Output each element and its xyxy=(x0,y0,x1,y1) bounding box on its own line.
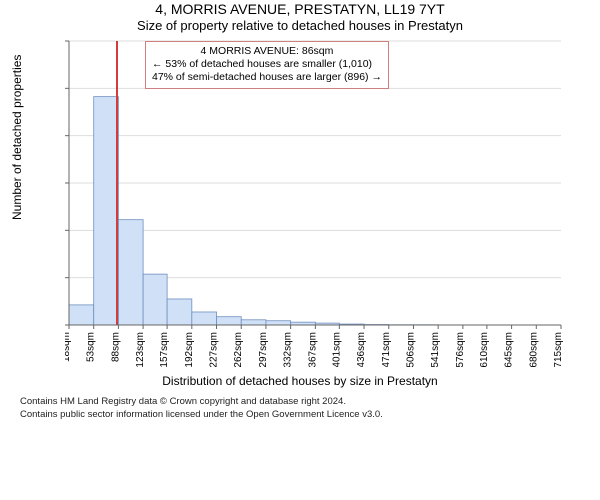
chart-subtitle: Size of property relative to detached ho… xyxy=(0,18,600,33)
svg-text:576sqm: 576sqm xyxy=(455,332,466,367)
annotation-line2: ← 53% of detached houses are smaller (1,… xyxy=(152,58,382,71)
svg-text:53sqm: 53sqm xyxy=(86,332,97,362)
svg-text:715sqm: 715sqm xyxy=(553,332,564,367)
svg-text:88sqm: 88sqm xyxy=(110,332,121,362)
chart-area: 02004006008001000120018sqm53sqm88sqm123s… xyxy=(65,37,585,372)
svg-text:680sqm: 680sqm xyxy=(528,332,539,367)
svg-text:541sqm: 541sqm xyxy=(430,332,441,367)
svg-text:18sqm: 18sqm xyxy=(65,332,72,362)
footer-line2: Contains public sector information licen… xyxy=(20,409,600,421)
svg-text:297sqm: 297sqm xyxy=(258,332,269,367)
svg-text:401sqm: 401sqm xyxy=(331,332,342,367)
y-axis-label: Number of detached properties xyxy=(10,55,24,220)
annotation-box: 4 MORRIS AVENUE: 86sqm ← 53% of detached… xyxy=(145,41,389,88)
svg-text:262sqm: 262sqm xyxy=(233,332,244,367)
svg-text:645sqm: 645sqm xyxy=(504,332,515,367)
svg-text:157sqm: 157sqm xyxy=(159,332,170,367)
svg-text:192sqm: 192sqm xyxy=(184,332,195,367)
footer-line1: Contains HM Land Registry data © Crown c… xyxy=(20,396,600,408)
svg-text:506sqm: 506sqm xyxy=(405,332,416,367)
x-axis-label: Distribution of detached houses by size … xyxy=(0,374,600,388)
svg-text:610sqm: 610sqm xyxy=(479,332,490,367)
address-title: 4, MORRIS AVENUE, PRESTATYN, LL19 7YT xyxy=(0,0,600,18)
annotation-line1: 4 MORRIS AVENUE: 86sqm xyxy=(152,45,382,58)
annotation-line3: 47% of semi-detached houses are larger (… xyxy=(152,71,382,84)
svg-text:367sqm: 367sqm xyxy=(307,332,318,367)
svg-text:332sqm: 332sqm xyxy=(283,332,294,367)
svg-text:227sqm: 227sqm xyxy=(209,332,220,367)
footer-attribution: Contains HM Land Registry data © Crown c… xyxy=(0,396,600,421)
svg-text:436sqm: 436sqm xyxy=(356,332,367,367)
svg-text:471sqm: 471sqm xyxy=(381,332,392,367)
svg-text:123sqm: 123sqm xyxy=(135,332,146,367)
